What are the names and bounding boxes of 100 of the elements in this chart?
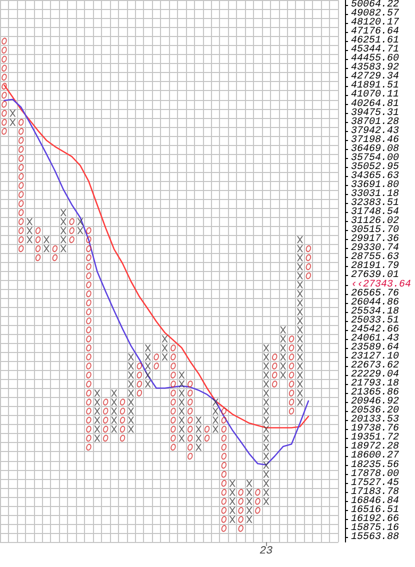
point <box>255 488 260 496</box>
point <box>94 426 100 433</box>
point <box>86 362 92 370</box>
point <box>170 416 176 424</box>
point <box>18 218 24 226</box>
point <box>128 372 134 379</box>
point <box>86 254 92 262</box>
point <box>144 362 151 370</box>
point <box>18 245 24 252</box>
point <box>162 335 168 342</box>
point <box>136 390 142 396</box>
point <box>238 525 244 532</box>
point <box>60 218 66 226</box>
point <box>280 335 286 342</box>
point <box>306 263 312 270</box>
point <box>263 344 270 352</box>
point <box>103 434 108 442</box>
point <box>86 390 92 396</box>
point <box>296 317 303 324</box>
point <box>170 362 176 370</box>
point <box>288 354 294 360</box>
point <box>288 372 294 378</box>
point <box>35 254 41 262</box>
point <box>154 362 159 370</box>
point <box>296 353 303 360</box>
point <box>221 426 227 433</box>
point <box>296 362 303 370</box>
y-tick-label: 15563.88 <box>351 532 400 543</box>
point <box>86 408 92 415</box>
point <box>246 516 252 523</box>
point <box>43 245 50 252</box>
point <box>229 498 236 505</box>
point <box>296 290 303 298</box>
point <box>120 434 126 442</box>
point <box>255 498 260 505</box>
point <box>2 38 7 45</box>
point <box>238 516 244 523</box>
point <box>170 372 176 378</box>
point <box>221 488 227 496</box>
point <box>2 128 7 135</box>
point <box>111 390 118 397</box>
point <box>128 408 134 415</box>
point <box>188 390 193 396</box>
point <box>196 416 202 424</box>
point <box>263 480 270 487</box>
point <box>2 82 7 90</box>
point <box>263 398 270 406</box>
point <box>288 362 294 370</box>
point <box>128 398 134 406</box>
point <box>296 390 303 397</box>
point <box>94 408 100 415</box>
point <box>221 408 227 415</box>
point <box>86 236 92 244</box>
point <box>94 398 100 406</box>
point <box>52 245 58 252</box>
point <box>280 372 286 379</box>
point <box>280 326 286 334</box>
point <box>2 64 7 72</box>
point <box>170 344 176 352</box>
point <box>221 525 227 532</box>
point <box>263 380 270 388</box>
point <box>103 416 108 424</box>
point <box>86 416 92 424</box>
point <box>238 506 244 514</box>
point <box>128 362 134 370</box>
point <box>10 118 16 126</box>
point <box>178 416 185 424</box>
point <box>246 480 252 487</box>
point <box>18 128 24 135</box>
point <box>288 390 294 396</box>
point <box>263 434 270 442</box>
point <box>296 335 303 342</box>
point <box>136 362 142 370</box>
point <box>221 462 227 469</box>
point <box>263 426 270 433</box>
point <box>2 56 7 63</box>
point <box>18 236 24 244</box>
point <box>246 488 252 496</box>
point <box>221 506 227 514</box>
point <box>272 354 278 360</box>
point <box>288 408 294 415</box>
point <box>86 344 92 352</box>
point <box>128 380 134 388</box>
point <box>144 380 151 388</box>
point <box>263 488 270 496</box>
point <box>188 398 193 406</box>
point <box>229 506 236 514</box>
point <box>120 416 126 424</box>
point <box>2 110 7 117</box>
point <box>246 498 252 505</box>
point <box>162 353 168 360</box>
point <box>306 254 312 262</box>
point <box>296 372 303 379</box>
point <box>10 110 16 117</box>
point <box>178 398 185 406</box>
point <box>111 416 118 424</box>
point <box>103 408 108 415</box>
point <box>94 416 100 424</box>
point <box>2 46 7 54</box>
point <box>86 372 92 378</box>
